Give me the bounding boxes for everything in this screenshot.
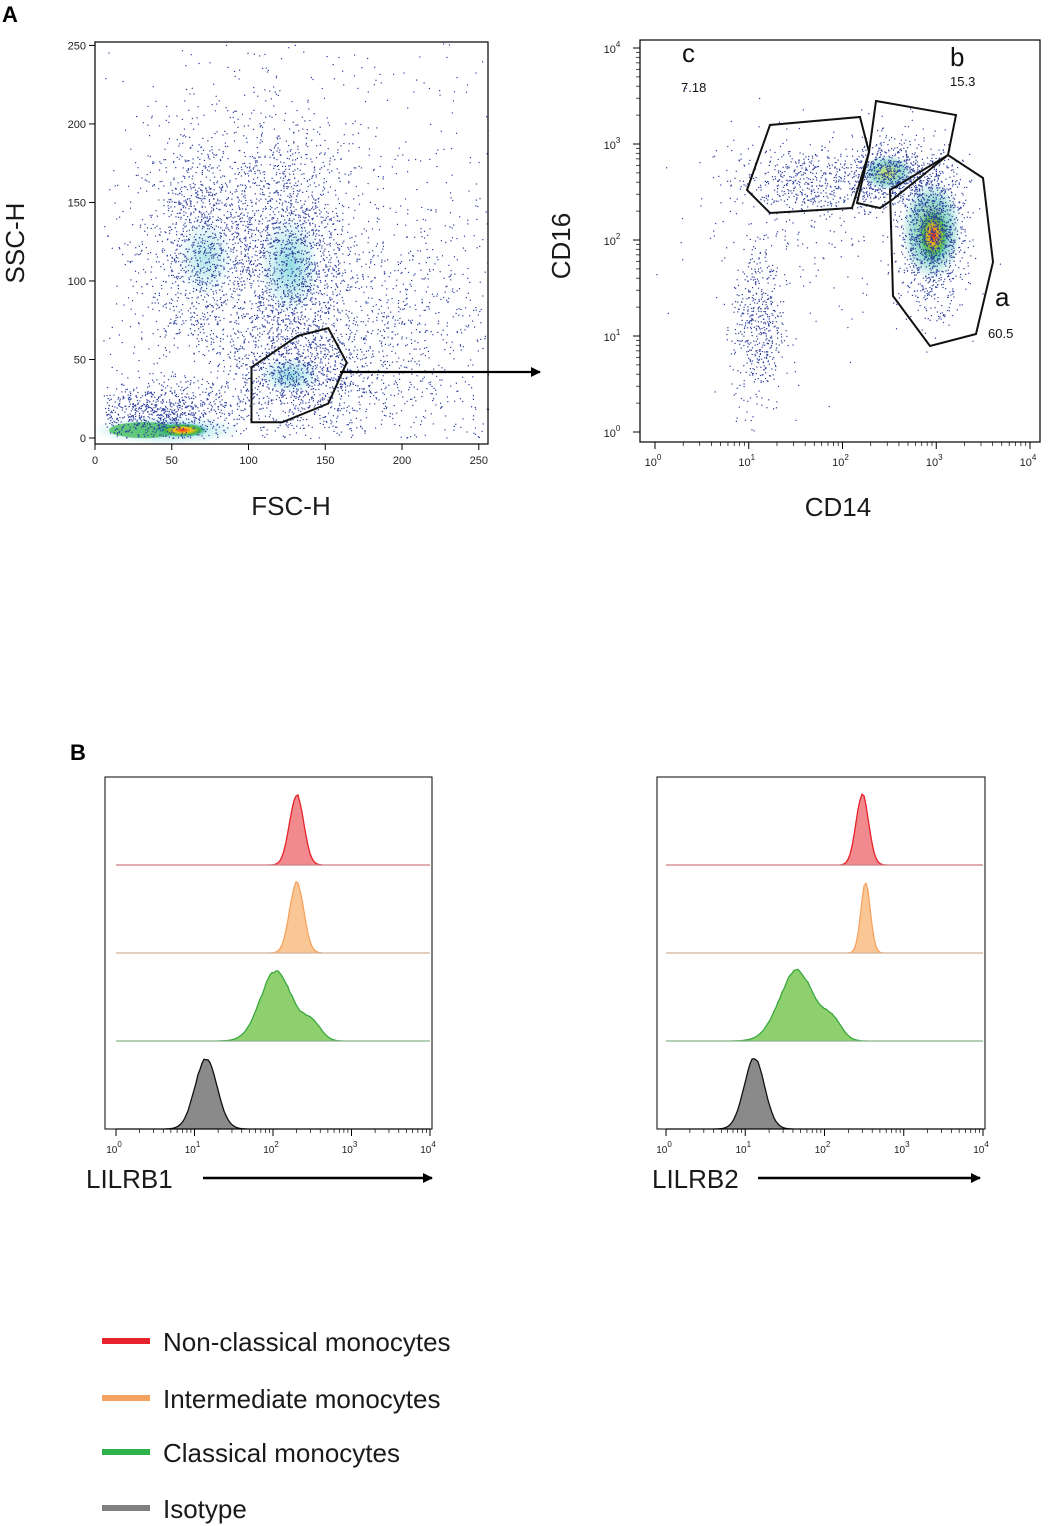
hist-tick-label: 100 (106, 1140, 122, 1156)
fsc-ssc-events (103, 43, 490, 440)
legend-label-classical: Classical monocytes (163, 1438, 400, 1468)
gate-b-label: b (950, 42, 964, 72)
lilrb1-histogram: 100 101 102 103 104 LILRB1 (86, 776, 436, 1194)
hist-tick-label: 101 (735, 1140, 751, 1156)
gate-a-polygon (888, 153, 995, 348)
fsc-ssc-x-ticks: 0 50 100 150 200 250 (92, 444, 488, 467)
histogram-classical (116, 970, 430, 1042)
hist-tick-label: 102 (815, 1140, 831, 1156)
cd14-cd16-x-label: CD14 (805, 492, 871, 522)
hist-tick-label: 101 (185, 1140, 201, 1156)
cd14-tick-label: 104 (1020, 453, 1037, 469)
fsc-x-tick-label: 0 (92, 455, 98, 467)
legend-label-intermediate: Intermediate monocytes (163, 1384, 440, 1414)
legend-label-isotype: Isotype (163, 1494, 247, 1524)
histogram-non-classical (666, 793, 983, 866)
ssc-y-tick-label: 0 (80, 433, 86, 445)
cd14-tick-label: 103 (926, 453, 943, 469)
histogram-intermediate (116, 880, 430, 954)
lilrb2-x-ticks: 100 101 102 103 104 (656, 1129, 989, 1156)
fsc-x-tick-label: 150 (316, 455, 334, 467)
fsc-ssc-y-label: SSC-H (0, 203, 30, 284)
fsc-ssc-plot-frame (94, 41, 489, 445)
hist-tick-label: 104 (973, 1140, 989, 1156)
cd14-cd16-plot: c 7.18 b 15.3 a 60.5 100 101 102 103 104 100… (546, 38, 1041, 522)
lilrb1-frame (104, 776, 433, 1130)
ssc-y-tick-label: 100 (68, 276, 86, 288)
cd14-cd16-y-ticks: 100 101 102 103 104 (604, 40, 640, 440)
cd16-tick-label: 101 (604, 328, 621, 344)
fsc-x-tick-label: 100 (239, 455, 257, 467)
fsc-x-tick-label: 250 (470, 455, 488, 467)
lilrb2-x-label: LILRB2 (652, 1164, 739, 1194)
legend: Non-classical monocytes Intermediate mon… (102, 1327, 451, 1524)
panel-b-label: B (70, 740, 86, 765)
hist-tick-label: 102 (263, 1140, 279, 1156)
histogram-isotype (116, 1058, 430, 1130)
gate-c-label: c (682, 38, 695, 68)
gate-b-percent: 15.3 (950, 74, 975, 89)
hist-tick-label: 103 (894, 1140, 910, 1156)
lilrb1-curves (116, 793, 430, 1130)
cd14-cd16-plot-frame (639, 39, 1041, 443)
hist-tick-label: 103 (342, 1140, 358, 1156)
cd16-tick-label: 104 (604, 40, 621, 56)
ssc-y-tick-label: 150 (68, 197, 86, 209)
hist-tick-label: 100 (656, 1140, 672, 1156)
histogram-intermediate (666, 882, 983, 954)
histogram-non-classical (116, 793, 430, 866)
lilrb2-curves (666, 793, 983, 1130)
cd16-tick-label: 100 (604, 424, 621, 440)
ssc-y-tick-label: 50 (74, 354, 86, 366)
cd14-tick-label: 100 (645, 453, 662, 469)
histogram-classical (666, 968, 983, 1042)
gate-c-percent: 7.18 (681, 80, 706, 95)
legend-label-non-classical: Non-classical monocytes (163, 1327, 451, 1357)
fsc-ssc-monocyte-gate (250, 326, 348, 424)
cd14-tick-label: 101 (738, 453, 755, 469)
ssc-y-tick-label: 200 (68, 119, 86, 131)
cd14-cd16-x-ticks: 100 101 102 103 104 (645, 442, 1037, 469)
gate-b-polygon (855, 99, 958, 210)
fsc-x-tick-label: 200 (393, 455, 411, 467)
histogram-isotype (666, 1058, 983, 1130)
ssc-y-tick-label: 250 (68, 40, 86, 52)
fsc-ssc-plot: 0 50 100 150 200 250 0 50 100 150 200 250 FSC-H SS… (0, 40, 490, 521)
cd14-cd16-events (656, 87, 1001, 432)
panel-a-label: A (2, 2, 18, 27)
hist-tick-label: 104 (420, 1140, 436, 1156)
gate-a-label: a (995, 282, 1010, 312)
cd16-tick-label: 103 (604, 136, 621, 152)
lilrb2-histogram: 100 101 102 103 104 LILRB2 (652, 776, 989, 1194)
fsc-ssc-x-label: FSC-H (251, 491, 330, 521)
lilrb1-x-label: LILRB1 (86, 1164, 173, 1194)
cd14-cd16-y-label: CD16 (546, 213, 576, 279)
fsc-x-tick-label: 50 (166, 455, 178, 467)
cd16-tick-label: 102 (604, 232, 621, 248)
lilrb1-x-ticks: 100 101 102 103 104 (106, 1129, 436, 1156)
cd14-tick-label: 102 (832, 453, 849, 469)
gate-a-percent: 60.5 (988, 326, 1013, 341)
fsc-ssc-y-ticks: 0 50 100 150 200 250 (68, 40, 95, 445)
